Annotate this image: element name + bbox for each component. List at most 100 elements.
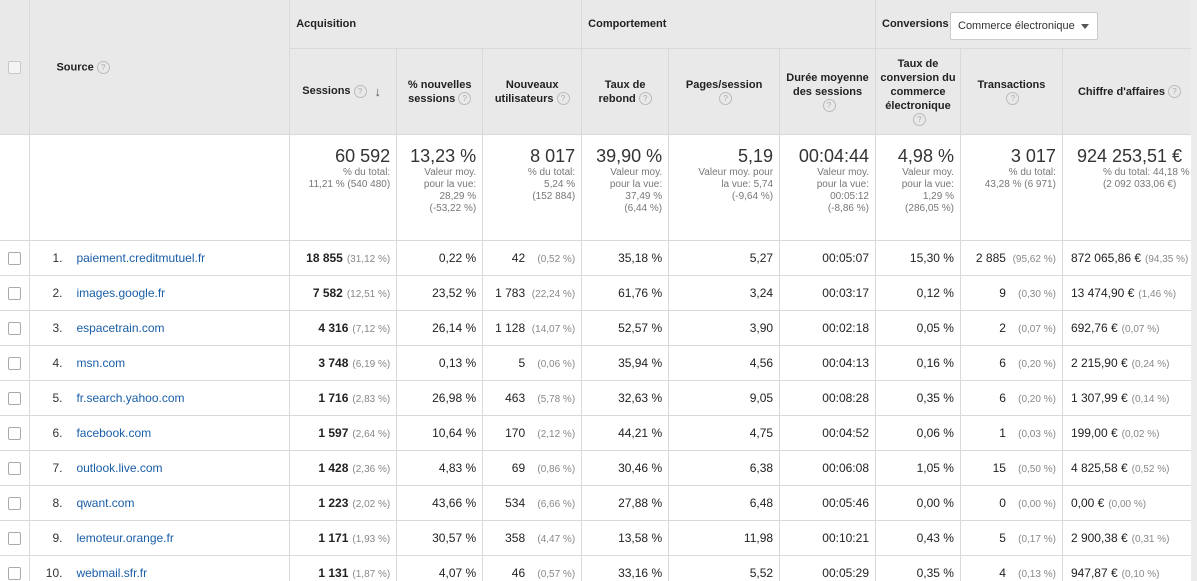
cell-bounce: 13,58 % [581,520,670,556]
table-row[interactable]: 4. msn.com 3 748 (6,19 %) 0,13 % 5 (0,06 %) 35,… [0,345,1197,381]
source-link[interactable]: espacetrain.com [76,321,165,335]
source-link[interactable]: images.google.fr [76,286,166,300]
row-index: 10. [45,566,63,580]
new-users-value: 69 [511,461,526,475]
help-icon[interactable]: ? [556,92,570,106]
cell-revenue: 2 900,38 € (0,31 %) [1062,520,1197,556]
cell-new-users: 463 (5,78 %) [482,380,583,416]
source-link[interactable]: webmail.sfr.fr [76,566,148,580]
help-icon[interactable]: ? [1006,92,1020,106]
table-row[interactable]: 6. facebook.com 1 597 (2,64 %) 10,64 % 170 (2,… [0,415,1197,451]
total-note: 43,28 % (6 971) [984,179,1056,190]
cell-revenue: 872 065,86 € (94,35 %) [1062,240,1197,276]
totals-check-cell [0,134,31,241]
col-transactions[interactable]: Transactions? [960,48,1063,135]
conv-rate-value: 0,43 % [916,531,954,545]
group-behavior-label: Comportement [588,18,667,30]
revenue-value: 2 215,90 € [1070,356,1128,370]
col-new-sessions[interactable]: % nouvelles sessions? [396,48,484,135]
row-checkbox[interactable] [8,567,22,581]
total-note: (-8,86 %) [827,203,869,214]
source-cell: 5. fr.search.yahoo.com [29,380,291,416]
bounce-value: 52,57 % [618,321,663,335]
revenue-pct: (0,00 %) [1108,499,1147,510]
table-row[interactable]: 3. espacetrain.com 4 316 (7,12 %) 26,14 % 1 1… [0,310,1197,346]
cell-new-users: 534 (6,66 %) [482,485,583,521]
cell-new-sessions: 0,22 % [396,240,484,276]
duration-value: 00:06:08 [822,461,869,475]
source-link[interactable]: outlook.live.com [76,461,163,475]
row-checkbox[interactable] [8,357,22,371]
col-conv-rate[interactable]: Taux de conversion du commerce électroni… [875,48,961,135]
row-checkbox[interactable] [8,287,22,301]
col-revenue[interactable]: Chiffre d'affaires? [1062,48,1197,135]
total-revenue: 924 253,51 € % du total: 44,18 % (2 092 … [1062,134,1197,241]
total-note: 37,49 % [625,191,663,202]
cell-new-sessions: 0,13 % [396,345,484,381]
cell-duration: 00:08:28 [779,380,876,416]
source-header[interactable]: Source? [29,0,291,135]
row-checkbox[interactable] [8,322,22,336]
source-link[interactable]: facebook.com [76,426,152,440]
row-checkbox[interactable] [8,497,22,511]
source-link[interactable]: lemoteur.orange.fr [76,531,174,545]
total-note: % du total: 44,18 % [1102,167,1190,178]
col-bounce-label: Taux de rebond [598,78,646,105]
table-row[interactable]: 10. webmail.sfr.fr 1 131 (1,87 %) 4,07 % 46 (0… [0,555,1197,581]
row-checkbox[interactable] [8,427,22,441]
pages-value: 6,38 [749,461,774,475]
cell-bounce: 33,16 % [581,555,670,581]
source-cell: 4. msn.com [29,345,291,381]
row-checkbox[interactable] [8,462,22,476]
source-link[interactable]: fr.search.yahoo.com [76,391,185,405]
cell-new-sessions: 43,66 % [396,485,484,521]
table-row[interactable]: 2. images.google.fr 7 582 (12,51 %) 23,52 % 1… [0,275,1197,311]
row-checkbox[interactable] [8,252,22,266]
cell-sessions: 1 131 (1,87 %) [289,555,398,581]
table-row[interactable]: 1. paiement.creditmutuel.fr 18 855 (31,12 %… [0,240,1197,276]
source-link[interactable]: paiement.creditmutuel.fr [76,251,206,265]
new-sessions-value: 43,66 % [432,496,477,510]
cell-revenue: 199,00 € (0,02 %) [1062,415,1197,451]
cell-conv-rate: 0,35 % [875,380,961,416]
source-link[interactable]: msn.com [76,356,126,370]
help-icon[interactable]: ? [353,85,367,99]
total-note: 00:05:12 [830,191,869,202]
cell-new-users: 1 128 (14,07 %) [482,310,583,346]
table-row[interactable]: 9. lemoteur.orange.fr 1 171 (1,93 %) 30,57 %… [0,520,1197,556]
help-icon[interactable]: ? [638,92,652,106]
row-checkbox[interactable] [8,392,22,406]
help-icon[interactable]: ? [719,92,733,106]
revenue-pct: (1,46 %) [1138,289,1177,300]
help-icon[interactable]: ? [912,113,926,127]
help-icon[interactable]: ? [96,60,110,74]
cell-transactions: 9 (0,30 %) [960,275,1063,311]
table-row[interactable]: 5. fr.search.yahoo.com 1 716 (2,83 %) 26,98 … [0,380,1197,416]
cell-transactions: 1 (0,03 %) [960,415,1063,451]
vertical-scrollbar[interactable] [1191,0,1197,581]
conversion-type-select[interactable]: Commerce électronique [950,12,1098,40]
table-row[interactable]: 7. outlook.live.com 1 428 (2,36 %) 4,83 % 69 (… [0,450,1197,486]
col-duration[interactable]: Durée moyenne des sessions? [779,48,876,135]
source-link[interactable]: qwant.com [76,496,135,510]
group-acquisition-label: Acquisition [296,18,357,30]
select-all-checkbox[interactable] [8,60,22,74]
cell-new-users: 1 783 (22,24 %) [482,275,583,311]
transactions-value: 1 [999,426,1006,440]
help-icon[interactable]: ? [822,99,836,113]
col-pages[interactable]: Pages/session? [668,48,781,135]
help-icon[interactable]: ? [458,92,472,106]
col-sessions-label: Sessions [302,85,351,98]
revenue-value: 872 065,86 € [1070,251,1142,265]
total-note: (286,05 %) [905,203,954,214]
row-checkbox[interactable] [8,532,22,546]
col-sessions[interactable]: Sessions? ↓ [289,48,398,135]
col-bounce[interactable]: Taux de rebond? [581,48,670,135]
sort-desc-icon[interactable]: ↓ [374,83,382,99]
cell-pages: 9,05 [668,380,781,416]
revenue-value: 1 307,99 € [1070,391,1128,405]
table-row[interactable]: 8. qwant.com 1 223 (2,02 %) 43,66 % 534 (6,66 … [0,485,1197,521]
help-icon[interactable]: ? [1167,85,1181,99]
col-new-users[interactable]: Nouveaux utilisateurs? [482,48,583,135]
